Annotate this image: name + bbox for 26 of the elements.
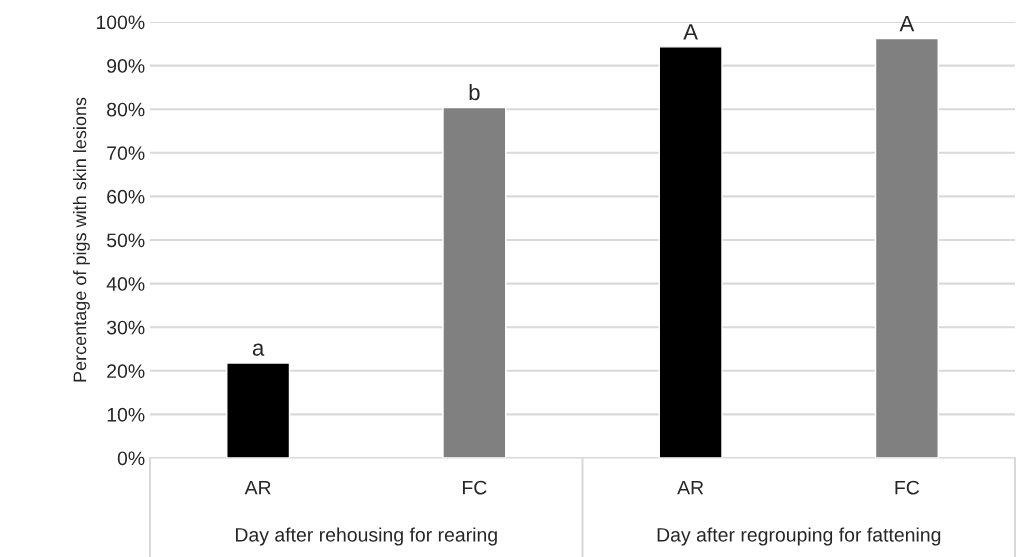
bar	[874, 37, 939, 458]
text: Day after regrouping for fattening	[657, 527, 941, 546]
y-tick-label: 70%	[107, 146, 145, 161]
bar	[442, 106, 507, 458]
y-tick-label: 10%	[107, 407, 145, 422]
y-tick-label: 40%	[106, 277, 145, 291]
data-label: A	[899, 15, 915, 32]
y-tick-label: 100%	[96, 15, 145, 30]
x-tick-label: FC	[895, 480, 920, 495]
x-tick-label: AR	[677, 480, 704, 495]
x-tick-label: AR	[244, 480, 271, 495]
x-tick-label: FC	[463, 480, 487, 495]
y-tick-label: 0%	[117, 451, 145, 466]
y-tick-label: 80%	[107, 102, 145, 117]
bar	[658, 46, 723, 458]
data-label: a	[252, 343, 265, 356]
y-axis-title: Percentage of pigs with skin lesions	[73, 97, 90, 382]
data-label: A	[683, 24, 698, 40]
y-tick-label: 60%	[107, 189, 145, 204]
data-label: b	[469, 83, 480, 101]
y-tick-label: 20%	[107, 364, 145, 379]
y-tick-label: 30%	[106, 320, 145, 335]
bar	[226, 362, 291, 458]
y-tick-label: 50%	[107, 233, 145, 248]
y-tick-label: 90%	[107, 59, 145, 73]
text: Day after rehousing for rearing	[236, 527, 497, 546]
